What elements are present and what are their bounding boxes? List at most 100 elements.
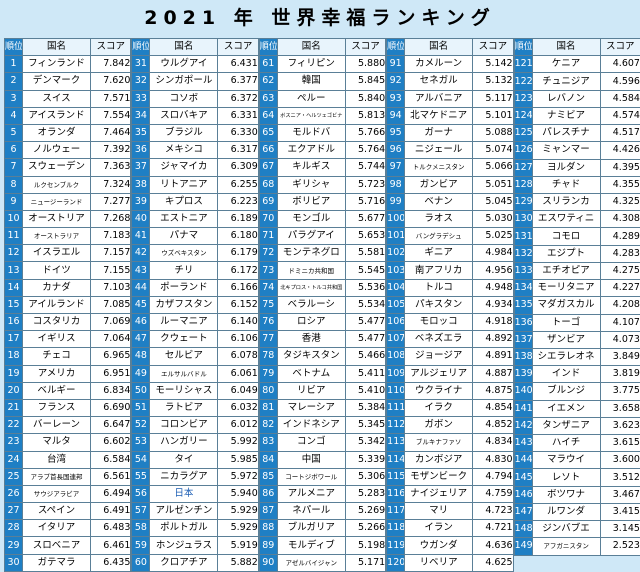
rank-cell: 11: [4, 227, 23, 246]
table-row: 93 アルバニア 5.117: [386, 89, 514, 108]
score-cell: 4.283: [599, 244, 640, 263]
score-cell: 6.317: [217, 141, 259, 160]
rank-cell: 30: [4, 553, 23, 572]
rank-cell: 63: [258, 89, 278, 108]
country-cell: 台湾: [22, 450, 91, 469]
score-cell: 5.840: [344, 89, 387, 108]
score-cell: 5.744: [344, 158, 387, 177]
country-cell: ドミニカ共和国: [276, 261, 346, 280]
country-cell: インドネシア: [276, 416, 346, 435]
rank-cell: 22: [4, 416, 23, 435]
country-cell: ラオス: [404, 209, 474, 229]
rank-cell: 133: [513, 261, 533, 281]
score-cell: 7.363: [89, 158, 132, 177]
country-cell: バーレーン: [22, 416, 91, 435]
score-cell: 4.355: [599, 175, 640, 194]
table-row: 5 オランダ 7.464: [4, 123, 132, 143]
rank-cell: 6: [4, 141, 23, 160]
table-row: 99 ベナン 5.045: [386, 192, 514, 211]
ranking-column-3: 順位 国名 スコア 61 フィリピン 5.880 62 韓国 5.845 63 ペルー 5.840 64…: [258, 37, 387, 572]
rank-cell: 34: [131, 106, 151, 125]
score-cell: 6.330: [217, 123, 259, 143]
country-cell: モーリシャス: [149, 381, 219, 400]
rank-cell: 25: [4, 467, 23, 486]
country-cell: ナミビア: [531, 106, 601, 126]
rank-cell: 70: [258, 209, 278, 229]
rank-cell: 52: [131, 416, 151, 435]
table-row: 57 アルゼンチン 5.929: [131, 502, 259, 521]
score-cell: 4.794: [472, 467, 514, 486]
score-cell: 2.523: [599, 537, 640, 556]
score-cell: 7.554: [89, 106, 132, 125]
rank-cell: 94: [386, 106, 406, 125]
country-cell: イラク: [404, 398, 474, 418]
table-row: 63 ペルー 5.840: [258, 89, 387, 108]
score-cell: 5.051: [472, 175, 514, 194]
rank-cell: 117: [386, 502, 406, 521]
country-cell: パラグアイ: [276, 227, 346, 246]
rank-cell: 140: [513, 382, 533, 401]
table-row: 7 スウェーデン 7.363: [4, 158, 132, 177]
country-cell: イスラエル: [22, 244, 91, 263]
table-row: 19 アメリカ 6.951: [4, 364, 132, 383]
score-cell: 5.716: [344, 192, 387, 211]
score-cell: 6.561: [89, 467, 132, 486]
table-row: 90 アゼルバイジャン 5.171: [258, 553, 387, 572]
table-row: 34 スロバキア 6.331: [131, 106, 259, 125]
table-row: 112 ガボン 4.852: [386, 416, 514, 435]
country-cell: キルギス: [276, 158, 346, 177]
score-cell: 4.830: [472, 450, 514, 469]
country-cell: シンガポール: [149, 72, 219, 91]
rank-cell: 74: [258, 278, 278, 297]
table-row: 51 ラトビア 6.032: [131, 398, 259, 418]
table-row: 77 香港 5.477: [258, 330, 387, 349]
country-cell: スウェーデン: [22, 158, 91, 177]
table-row: 111 イラク 4.854: [386, 398, 514, 418]
table-row: 106 モロッコ 4.918: [386, 312, 514, 332]
score-cell: 5.882: [217, 553, 259, 572]
country-cell: マダガスカル: [531, 296, 601, 315]
table-row: 46 ルーマニア 6.140: [131, 312, 259, 332]
country-cell: ブルンジ: [531, 382, 601, 401]
score-cell: 3.600: [599, 451, 640, 470]
country-cell: オランダ: [22, 123, 91, 143]
score-cell: 4.596: [599, 72, 640, 91]
table-row: 72 モンテネグロ 5.581: [258, 244, 387, 263]
score-cell: 7.277: [89, 192, 132, 211]
rank-cell: 33: [131, 89, 151, 108]
table-row: 44 ポーランド 6.166: [131, 278, 259, 297]
country-cell: イエメン: [531, 399, 601, 418]
country-cell: クロアチア: [149, 553, 219, 572]
header-row: 順位 国名 スコア: [386, 37, 514, 57]
table-row: 129 スリランカ 4.325: [513, 192, 640, 212]
score-cell: 4.892: [472, 330, 514, 349]
score-cell: 4.891: [472, 347, 514, 366]
score-cell: 5.142: [472, 55, 514, 74]
score-cell: 4.852: [472, 416, 514, 435]
country-cell: エルサルバドル: [149, 364, 219, 383]
country-cell: フィリピン: [276, 55, 346, 74]
country-cell: ベトナム: [276, 364, 346, 383]
table-row: 73 ドミニカ共和国 5.545: [258, 261, 387, 280]
score-cell: 6.049: [217, 381, 259, 400]
rank-cell: 125: [513, 124, 533, 143]
table-row: 76 ロシア 5.477: [258, 312, 387, 332]
rank-cell: 120: [386, 553, 406, 572]
rank-cell: 32: [131, 72, 151, 91]
score-cell: 6.483: [89, 519, 132, 538]
table-row: 134 モーリタニア 4.227: [513, 279, 640, 298]
score-cell: 6.140: [217, 312, 259, 332]
score-cell: 5.306: [344, 467, 387, 486]
score-cell: 4.875: [472, 381, 514, 400]
table-row: 97 トルクメニスタン 5.066: [386, 158, 514, 177]
header-row: 順位 国名 スコア: [131, 37, 259, 57]
country-cell: エジプト: [531, 244, 601, 263]
country-cell: 韓国: [276, 72, 346, 91]
country-cell: 中国: [276, 450, 346, 469]
rank-cell: 148: [513, 520, 533, 539]
rank-cell: 49: [131, 364, 151, 383]
table-row: 140 ブルンジ 3.775: [513, 382, 640, 401]
country-cell: イギリス: [22, 330, 91, 349]
header-score: スコア: [217, 37, 259, 57]
rank-cell: 4: [4, 106, 23, 125]
